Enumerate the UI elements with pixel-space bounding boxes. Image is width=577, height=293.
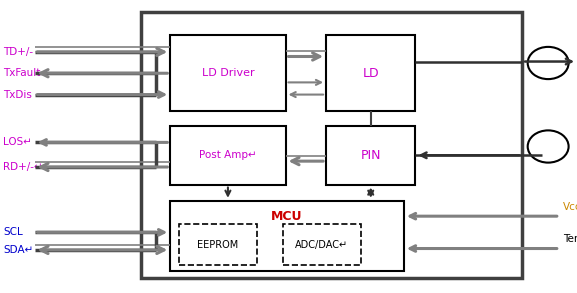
Text: LOS↵: LOS↵ bbox=[3, 137, 32, 147]
Text: RD+/-↵: RD+/-↵ bbox=[3, 162, 43, 172]
Text: TxFault: TxFault bbox=[3, 68, 40, 78]
Text: Temp: Temp bbox=[563, 234, 577, 244]
Bar bbox=[170, 126, 286, 185]
Bar bbox=[141, 12, 522, 278]
Text: EEPROM: EEPROM bbox=[197, 240, 238, 250]
Text: PIN: PIN bbox=[361, 149, 381, 162]
Text: TxDis: TxDis bbox=[3, 90, 32, 100]
Text: Post Amp↵: Post Amp↵ bbox=[199, 150, 257, 160]
Text: SCL: SCL bbox=[3, 227, 23, 237]
Text: ADC/DAC↵: ADC/DAC↵ bbox=[295, 240, 349, 250]
Text: Vcc: Vcc bbox=[563, 202, 577, 212]
Bar bbox=[283, 224, 361, 265]
Bar bbox=[179, 224, 257, 265]
Bar bbox=[170, 35, 286, 111]
Text: TD+/-: TD+/- bbox=[3, 47, 33, 57]
Text: MCU: MCU bbox=[271, 210, 303, 223]
Bar bbox=[170, 201, 404, 271]
Text: SDA↵: SDA↵ bbox=[3, 245, 33, 255]
Text: LD: LD bbox=[362, 67, 379, 80]
Text: LD Driver: LD Driver bbox=[201, 68, 254, 78]
Bar bbox=[326, 35, 415, 111]
Bar bbox=[326, 126, 415, 185]
